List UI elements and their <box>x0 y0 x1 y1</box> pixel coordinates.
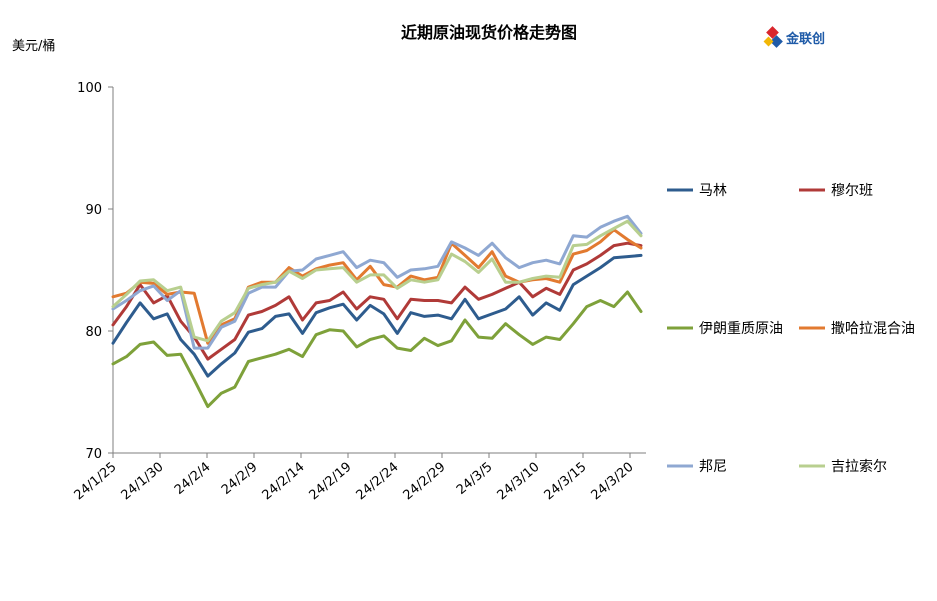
x-tick-label: 24/3/20 <box>589 460 637 504</box>
series-line-0 <box>111 253 643 378</box>
x-tick-label: 24/1/30 <box>119 460 167 504</box>
x-tick-label: 24/2/9 <box>219 460 261 498</box>
legend-label: 撒哈拉混合油 <box>831 321 915 337</box>
y-tick-label: 90 <box>85 203 102 218</box>
legend-label: 吉拉索尔 <box>831 458 887 475</box>
x-tick-label: 24/2/19 <box>307 460 355 504</box>
legend-label: 穆尔班 <box>831 183 873 199</box>
legend-label: 邦尼 <box>699 459 727 475</box>
x-tick-label: 24/3/10 <box>495 460 543 504</box>
legend-item-2: 伊朗重质原油 <box>667 321 783 337</box>
x-tick-label: 24/3/5 <box>454 460 496 498</box>
series-line-4 <box>111 214 643 350</box>
y-tick-label: 100 <box>77 81 102 96</box>
x-tick-label: 24/1/25 <box>72 460 120 504</box>
x-tick-label: 24/2/14 <box>260 460 308 504</box>
y-axis-ticks: 70 80 90 100 <box>77 81 113 462</box>
series-lines <box>111 214 643 409</box>
y-axis-unit: 美元/桶 <box>12 39 55 54</box>
x-tick-label: 24/3/15 <box>542 460 590 504</box>
logo-mark-icon <box>763 26 783 48</box>
legend-item-0: 马林 <box>667 183 727 199</box>
legend-item-5: 吉拉索尔 <box>799 458 887 475</box>
y-tick-label: 80 <box>85 325 102 340</box>
logo: 金联创 <box>763 26 825 48</box>
series-line-5 <box>111 219 643 343</box>
series-line-2 <box>111 290 643 409</box>
legend-label: 伊朗重质原油 <box>699 321 783 337</box>
y-tick-label: 70 <box>85 447 102 462</box>
legend-label: 马林 <box>699 183 727 199</box>
chart-title: 近期原油现货价格走势图 <box>401 23 577 42</box>
x-tick-label: 24/2/29 <box>401 460 449 504</box>
legend-item-4: 邦尼 <box>667 459 727 475</box>
x-tick-label: 24/2/4 <box>172 460 214 498</box>
x-tick-label: 24/2/24 <box>354 460 402 504</box>
legend-item-3: 撒哈拉混合油 <box>799 321 915 337</box>
logo-text: 金联创 <box>785 31 825 47</box>
legend-item-1: 穆尔班 <box>799 183 873 199</box>
